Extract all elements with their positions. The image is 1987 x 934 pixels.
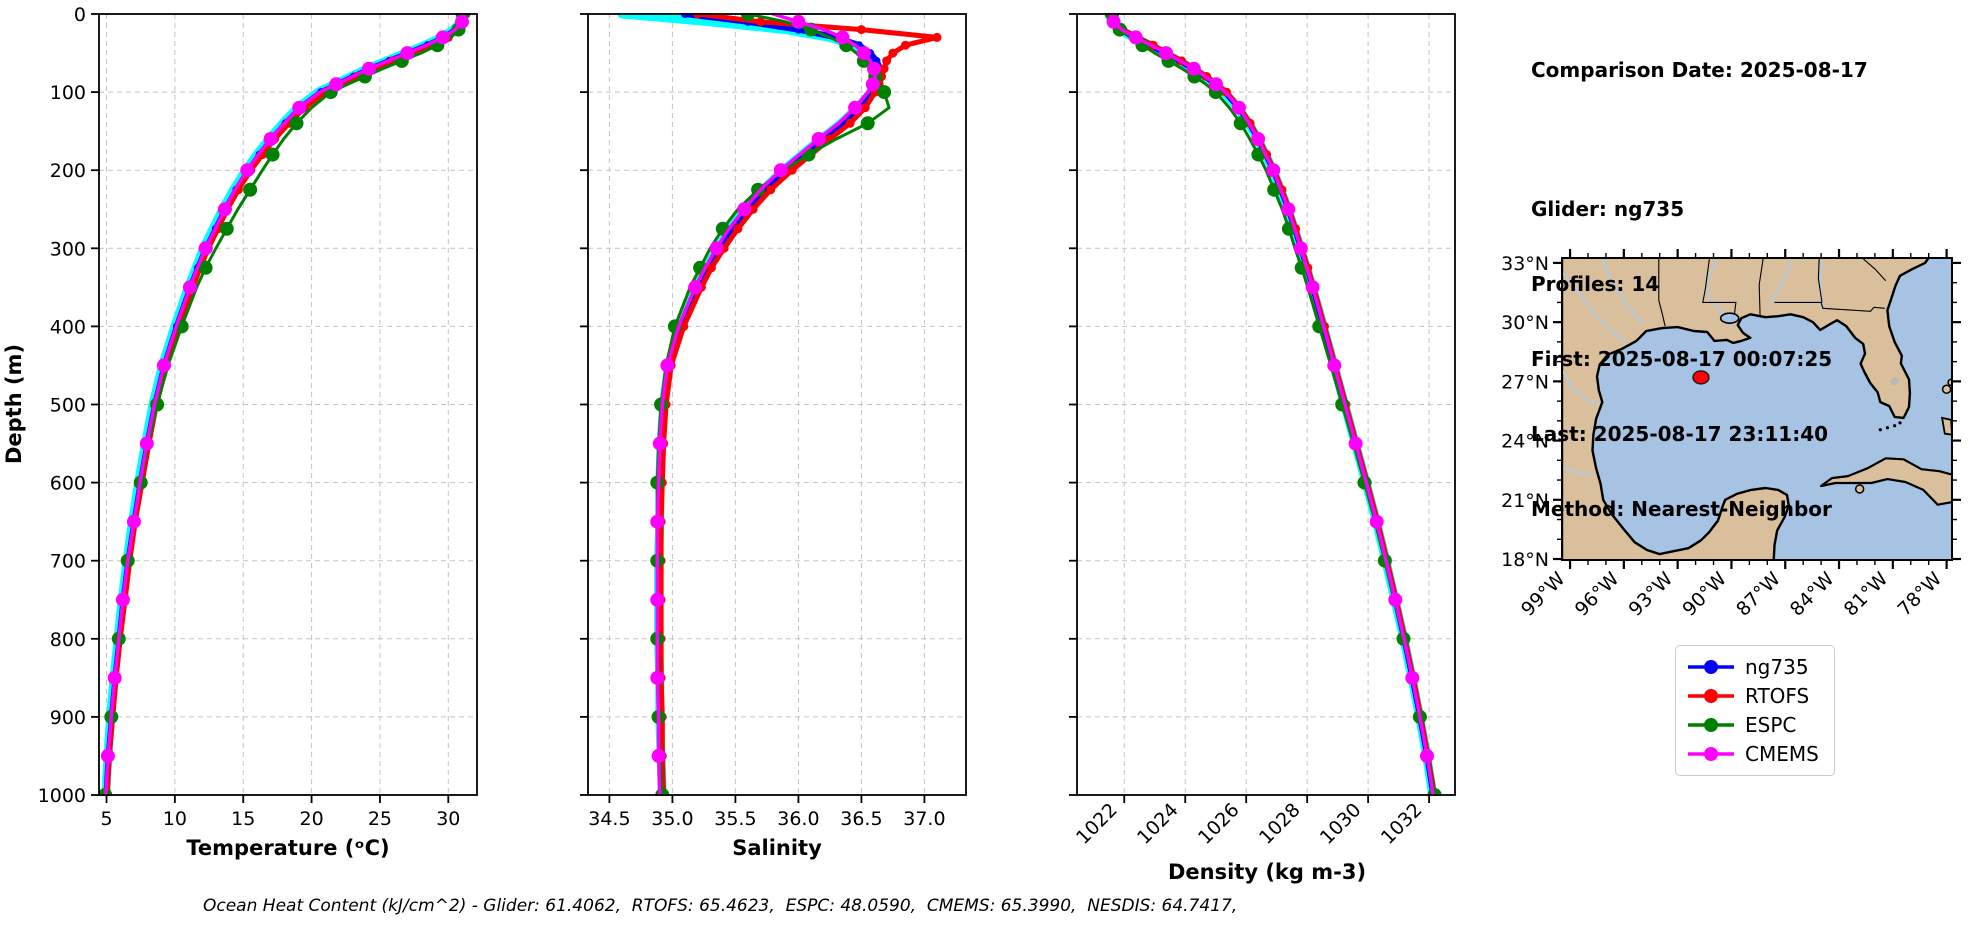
- svg-text:900: 900: [50, 707, 86, 729]
- svg-text:800: 800: [50, 629, 86, 651]
- legend-label: CMEMS: [1745, 742, 1819, 766]
- svg-text:24°N: 24°N: [1501, 431, 1549, 453]
- svg-text:34.5: 34.5: [588, 808, 630, 830]
- svg-text:78°W: 78°W: [1893, 568, 1946, 621]
- svg-text:30: 30: [436, 808, 460, 830]
- legend-item-ng735: ng735: [1687, 655, 1819, 679]
- info-panel: Comparison Date: 2025-08-17 Glider: ng73…: [1531, 8, 1981, 572]
- glider-line: Glider: ng735: [1531, 197, 1685, 221]
- svg-text:200: 200: [50, 160, 86, 182]
- svg-text:84°W: 84°W: [1786, 568, 1839, 621]
- svg-text:33°N: 33°N: [1501, 253, 1549, 275]
- svg-text:1028: 1028: [1255, 799, 1305, 849]
- svg-text:600: 600: [50, 473, 86, 495]
- series-CMEMS-temperature: [100, 13, 469, 796]
- ohc-annotation: Ocean Heat Content (kJ/cm^2) - Glider: 6…: [203, 896, 1238, 916]
- info-gap: [1531, 133, 1981, 147]
- legend-label: ESPC: [1745, 713, 1797, 737]
- svg-text:87°W: 87°W: [1732, 568, 1785, 621]
- legend-line-marker-icon: [1688, 689, 1734, 703]
- svg-text:5: 5: [100, 808, 112, 830]
- legend-line-marker-icon: [1688, 747, 1734, 761]
- legend-item-cmems: CMEMS: [1687, 742, 1819, 766]
- svg-text:37.0: 37.0: [903, 808, 945, 830]
- svg-text:96°W: 96°W: [1571, 568, 1624, 621]
- svg-text:35.0: 35.0: [651, 808, 693, 830]
- svg-text:400: 400: [50, 316, 86, 338]
- svg-text:25: 25: [368, 808, 392, 830]
- svg-text:27°N: 27°N: [1501, 371, 1549, 393]
- svg-text:300: 300: [50, 238, 86, 260]
- salinity-axis-label: Salinity: [732, 836, 822, 860]
- salinity-plot: 34.5 35.0 35.5 36.0 36.5 37.0: [580, 13, 967, 830]
- legend-line-marker-icon: [1688, 660, 1734, 674]
- svg-text:99°W: 99°W: [1517, 568, 1570, 621]
- svg-text:81°W: 81°W: [1840, 568, 1893, 621]
- legend-label: RTOFS: [1745, 684, 1810, 708]
- temperature-plot: 5 10 15 20 25 3001002003004005006007008009001…: [38, 4, 478, 830]
- series-CMEMS-density: [1106, 13, 1435, 796]
- legend-line-marker-icon: [1688, 718, 1734, 732]
- svg-text:1030: 1030: [1316, 799, 1366, 849]
- svg-text:35.5: 35.5: [714, 808, 756, 830]
- svg-text:93°W: 93°W: [1625, 568, 1678, 621]
- first-time-line: First: 2025-08-17 00:07:25: [1531, 347, 1833, 371]
- svg-text:100: 100: [50, 82, 86, 104]
- svg-text:30°N: 30°N: [1501, 312, 1549, 334]
- series-CMEMS-salinity: [650, 13, 881, 796]
- gulf-of-mexico-map: 33°N 30°N 27°N 24°N 21°N 18°N99°W 96°W 93°W 90°W…: [1501, 249, 1961, 621]
- method-line: Method: Nearest-Neighbor: [1531, 497, 1832, 521]
- comparison-date-line: Comparison Date: 2025-08-17: [1531, 58, 1868, 82]
- glider-position-marker: [1692, 370, 1710, 385]
- svg-text:90°W: 90°W: [1678, 568, 1731, 621]
- svg-text:0: 0: [74, 4, 86, 26]
- svg-text:10: 10: [163, 808, 187, 830]
- legend-item-espc: ESPC: [1687, 713, 1819, 737]
- svg-text:1022: 1022: [1072, 799, 1122, 849]
- svg-text:1000: 1000: [38, 785, 86, 807]
- svg-text:36.5: 36.5: [840, 808, 882, 830]
- svg-text:700: 700: [50, 551, 86, 573]
- profiles-line: Profiles: 14: [1531, 272, 1660, 296]
- svg-text:1024: 1024: [1133, 799, 1183, 849]
- svg-text:1026: 1026: [1194, 799, 1244, 849]
- density-plot: 1022 1024 1026 1028 1030 1032: [1069, 13, 1456, 849]
- temperature-axis-label: Temperature (ᵒC): [186, 836, 390, 860]
- legend-box: ng735 RTOFS ESPC CMEMS: [1675, 645, 1835, 776]
- svg-text:500: 500: [50, 395, 86, 417]
- series-RTOFS-density: [1104, 13, 1440, 796]
- series-ESPC-density: [1105, 13, 1442, 796]
- svg-text:36.0: 36.0: [777, 808, 819, 830]
- svg-text:18°N: 18°N: [1501, 549, 1549, 571]
- svg-text:21°N: 21°N: [1501, 490, 1549, 512]
- legend-label: ng735: [1745, 655, 1809, 679]
- svg-text:20: 20: [299, 808, 323, 830]
- svg-text:1032: 1032: [1377, 799, 1427, 849]
- legend-item-rtofs: RTOFS: [1687, 684, 1819, 708]
- depth-axis-label: Depth (m): [2, 343, 26, 465]
- density-axis-label: Density (kg m-3): [1167, 860, 1367, 884]
- svg-text:15: 15: [231, 808, 255, 830]
- last-time-line: Last: 2025-08-17 23:11:40: [1531, 422, 1829, 446]
